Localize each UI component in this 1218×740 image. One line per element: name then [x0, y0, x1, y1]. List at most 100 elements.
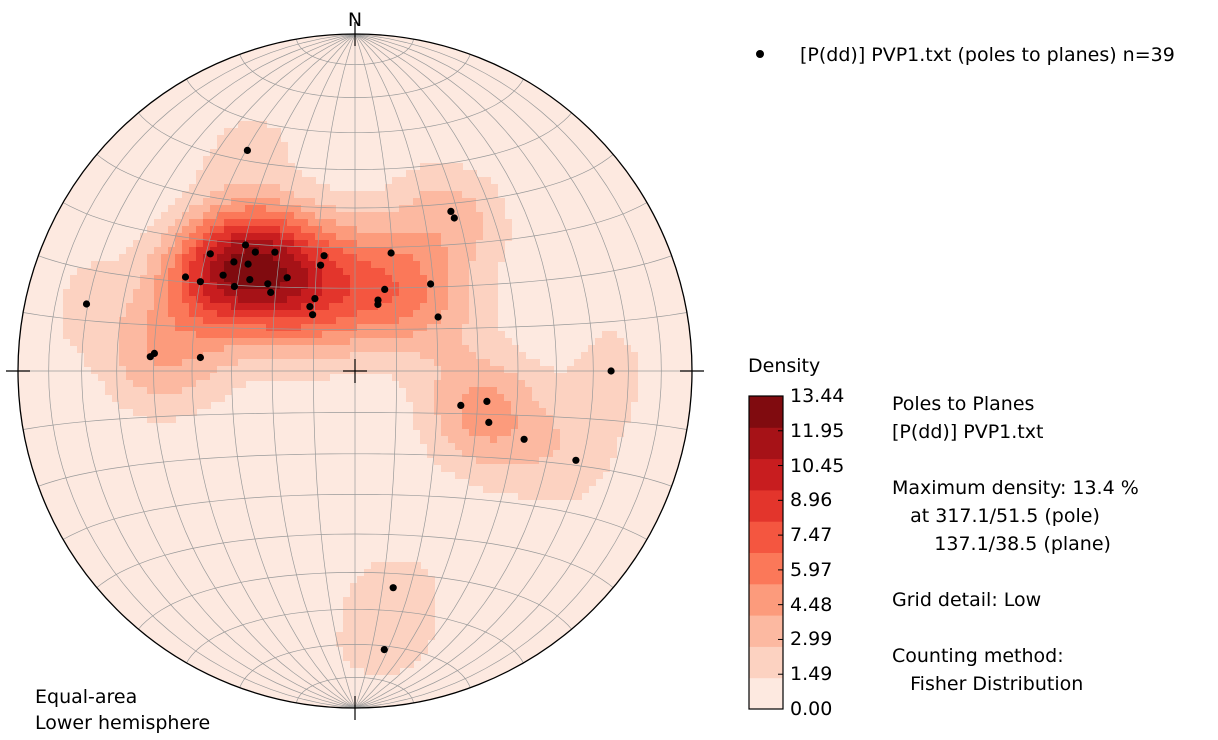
density-cell	[224, 261, 232, 269]
density-cell	[504, 457, 512, 465]
density-cell	[490, 394, 498, 402]
density-cell	[392, 604, 400, 612]
density-cell	[203, 191, 211, 199]
density-cell	[455, 394, 463, 402]
density-cell	[238, 282, 246, 290]
density-cell	[133, 303, 141, 311]
density-cell	[266, 296, 274, 304]
density-cell	[539, 394, 547, 402]
density-cell	[385, 611, 393, 619]
density-cell	[476, 261, 484, 269]
density-cell	[483, 289, 491, 297]
density-cell	[105, 303, 113, 311]
density-cell	[476, 289, 484, 297]
density-cell	[252, 345, 260, 353]
density-cell	[322, 261, 330, 269]
density-cell	[483, 352, 491, 360]
density-cell	[399, 226, 407, 234]
density-cell	[616, 352, 624, 360]
density-cell	[189, 380, 197, 388]
density-cell	[322, 338, 330, 346]
density-cell	[217, 338, 225, 346]
density-cell	[441, 345, 449, 353]
density-cell	[231, 380, 239, 388]
density-cell	[525, 373, 533, 381]
density-cell	[322, 233, 330, 241]
density-cell	[273, 317, 281, 325]
density-cell	[224, 198, 232, 206]
density-cell	[581, 366, 589, 374]
density-cell	[420, 387, 428, 395]
density-cell	[266, 149, 274, 157]
density-cell	[357, 632, 365, 640]
density-cell	[420, 583, 428, 591]
density-cell	[399, 597, 407, 605]
density-cell	[203, 184, 211, 192]
density-cell	[77, 268, 85, 276]
density-cell	[357, 625, 365, 633]
density-cell	[322, 359, 330, 367]
density-cell	[476, 303, 484, 311]
density-cell	[574, 492, 582, 500]
density-cell	[392, 611, 400, 619]
density-cell	[476, 296, 484, 304]
density-cell	[301, 240, 309, 248]
density-cell	[322, 198, 330, 206]
density-cell	[560, 492, 568, 500]
density-cell	[336, 639, 344, 647]
density-cell	[343, 338, 351, 346]
density-cell	[336, 282, 344, 290]
density-cell	[581, 450, 589, 458]
density-cell	[217, 331, 225, 339]
pole-point	[520, 435, 528, 443]
density-cell	[525, 471, 533, 479]
density-cell	[147, 289, 155, 297]
density-cell	[343, 219, 351, 227]
density-cell	[469, 443, 477, 451]
density-cell	[140, 394, 148, 402]
colorbar-tick-label: 4.48	[790, 593, 833, 616]
density-cell	[385, 324, 393, 332]
density-cell	[455, 191, 463, 199]
density-cell	[518, 478, 526, 486]
density-cell	[161, 275, 169, 283]
pole-point	[485, 418, 493, 426]
pole-point	[572, 456, 580, 464]
density-cell	[469, 352, 477, 360]
density-cell	[231, 170, 239, 178]
density-cell	[105, 345, 113, 353]
density-cell	[280, 282, 288, 290]
density-cell	[441, 443, 449, 451]
density-cell	[448, 317, 456, 325]
density-cell	[161, 240, 169, 248]
density-cell	[196, 247, 204, 255]
density-cell	[448, 373, 456, 381]
density-cell	[413, 219, 421, 227]
density-cell	[413, 226, 421, 234]
density-cell	[420, 625, 428, 633]
density-cell	[399, 653, 407, 661]
density-cell	[350, 233, 358, 241]
density-cell	[203, 338, 211, 346]
density-cell	[336, 632, 344, 640]
density-cell	[378, 639, 386, 647]
density-cell	[385, 366, 393, 374]
density-cell	[588, 464, 596, 472]
density-cell	[553, 457, 561, 465]
density-cell	[490, 254, 498, 262]
density-cell	[280, 317, 288, 325]
density-cell	[392, 205, 400, 213]
density-cell	[336, 338, 344, 346]
density-cell	[259, 261, 267, 269]
density-cell	[84, 282, 92, 290]
density-cell	[231, 352, 239, 360]
density-cell	[210, 366, 218, 374]
density-cell	[392, 198, 400, 206]
density-cell	[490, 331, 498, 339]
density-cell	[224, 177, 232, 185]
density-cell	[119, 380, 127, 388]
density-cell	[378, 338, 386, 346]
density-cell	[434, 233, 442, 241]
density-cell	[364, 590, 372, 598]
density-cell	[413, 632, 421, 640]
